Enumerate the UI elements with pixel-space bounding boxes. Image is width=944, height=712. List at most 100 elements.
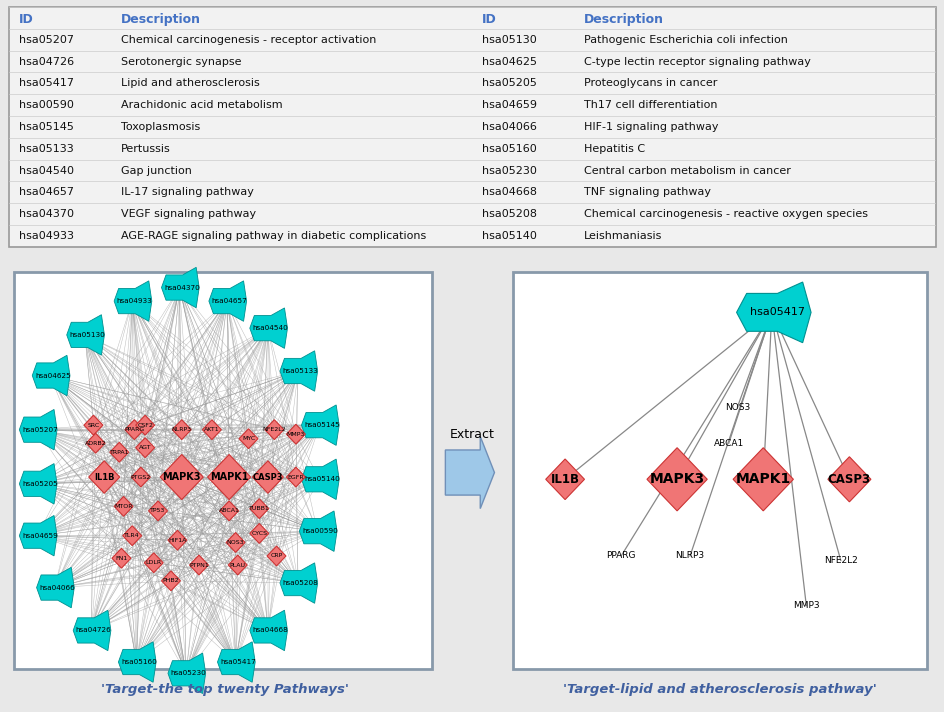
Text: ABCA1: ABCA1 bbox=[218, 508, 240, 513]
Polygon shape bbox=[168, 653, 206, 693]
Polygon shape bbox=[86, 434, 105, 453]
Text: hsa05417: hsa05417 bbox=[19, 78, 74, 88]
Text: MTOR: MTOR bbox=[114, 504, 133, 509]
Text: hsa04668: hsa04668 bbox=[481, 187, 536, 197]
Polygon shape bbox=[144, 553, 163, 572]
Text: Chemical carcinogenesis - receptor activation: Chemical carcinogenesis - receptor activ… bbox=[121, 35, 376, 45]
Text: MMP3: MMP3 bbox=[286, 431, 305, 436]
Text: ABCA1: ABCA1 bbox=[713, 439, 743, 448]
Polygon shape bbox=[161, 571, 180, 591]
Text: IL1B: IL1B bbox=[550, 473, 579, 486]
Polygon shape bbox=[161, 267, 199, 308]
Polygon shape bbox=[148, 501, 167, 520]
Text: Hepatitis C: Hepatitis C bbox=[583, 144, 644, 154]
Polygon shape bbox=[67, 315, 105, 355]
Text: hsa04659: hsa04659 bbox=[22, 533, 58, 539]
Text: hsa05207: hsa05207 bbox=[22, 426, 58, 433]
Polygon shape bbox=[168, 530, 187, 550]
Polygon shape bbox=[827, 456, 870, 502]
Bar bbox=[513, 272, 926, 669]
Text: Serotonergic synapse: Serotonergic synapse bbox=[121, 56, 241, 67]
Text: Proteoglycans in cancer: Proteoglycans in cancer bbox=[583, 78, 716, 88]
Bar bbox=[14, 272, 431, 669]
Text: ID: ID bbox=[481, 13, 496, 26]
Text: NLRP3: NLRP3 bbox=[172, 427, 192, 432]
Polygon shape bbox=[19, 409, 57, 450]
Text: MAPK3: MAPK3 bbox=[649, 472, 704, 486]
Text: VEGF signaling pathway: VEGF signaling pathway bbox=[121, 209, 256, 219]
Polygon shape bbox=[32, 355, 70, 396]
FancyArrow shape bbox=[445, 436, 494, 508]
Text: hsa05208: hsa05208 bbox=[481, 209, 536, 219]
Text: Arachidonic acid metabolism: Arachidonic acid metabolism bbox=[121, 100, 282, 110]
Text: Gap junction: Gap junction bbox=[121, 166, 192, 176]
Text: hsa05160: hsa05160 bbox=[121, 659, 157, 665]
Text: Description: Description bbox=[583, 13, 663, 26]
Polygon shape bbox=[118, 642, 156, 682]
Text: hsa04657: hsa04657 bbox=[211, 298, 247, 304]
Polygon shape bbox=[73, 610, 110, 651]
Text: PTGS2: PTGS2 bbox=[130, 474, 151, 480]
Text: hsa05130: hsa05130 bbox=[481, 35, 536, 45]
Polygon shape bbox=[19, 515, 57, 556]
Text: MAPK3: MAPK3 bbox=[162, 472, 201, 482]
Text: hsa00590: hsa00590 bbox=[302, 528, 337, 534]
Polygon shape bbox=[735, 282, 810, 342]
Text: hsa05133: hsa05133 bbox=[19, 144, 74, 154]
Text: Pathogenic Escherichia coli infection: Pathogenic Escherichia coli infection bbox=[583, 35, 786, 45]
Polygon shape bbox=[114, 281, 152, 321]
Text: LDLR: LDLR bbox=[145, 560, 161, 565]
Text: hsa05208: hsa05208 bbox=[282, 580, 318, 586]
Polygon shape bbox=[19, 464, 57, 504]
Text: IL1B: IL1B bbox=[93, 473, 114, 481]
Text: Central carbon metabolism in cancer: Central carbon metabolism in cancer bbox=[583, 166, 790, 176]
Text: hsa04933: hsa04933 bbox=[117, 298, 152, 304]
Polygon shape bbox=[267, 546, 286, 566]
Polygon shape bbox=[131, 467, 150, 487]
Polygon shape bbox=[172, 420, 191, 439]
Text: 'Target-lipid and atherosclerosis pathway': 'Target-lipid and atherosclerosis pathwa… bbox=[563, 683, 876, 696]
Text: AGE-RAGE signaling pathway in diabetic complications: AGE-RAGE signaling pathway in diabetic c… bbox=[121, 231, 426, 241]
Text: HIF1A: HIF1A bbox=[168, 538, 186, 543]
Text: NFE2L2: NFE2L2 bbox=[262, 427, 286, 432]
Polygon shape bbox=[125, 420, 143, 439]
Text: hsa04625: hsa04625 bbox=[481, 56, 536, 67]
Text: Th17 cell differentiation: Th17 cell differentiation bbox=[583, 100, 716, 110]
Text: hsa04370: hsa04370 bbox=[164, 285, 200, 290]
Polygon shape bbox=[301, 405, 339, 446]
Polygon shape bbox=[299, 511, 337, 551]
Text: ID: ID bbox=[19, 13, 33, 26]
Text: TUBB1: TUBB1 bbox=[248, 506, 269, 511]
Text: AKT1: AKT1 bbox=[204, 427, 219, 432]
Text: hsa05230: hsa05230 bbox=[171, 670, 206, 676]
Polygon shape bbox=[545, 459, 584, 500]
Text: Pertussis: Pertussis bbox=[121, 144, 170, 154]
Text: hsa05160: hsa05160 bbox=[481, 144, 536, 154]
Text: hsa05145: hsa05145 bbox=[304, 422, 340, 428]
Text: ADRB2: ADRB2 bbox=[85, 441, 107, 446]
Text: CRP: CRP bbox=[270, 553, 282, 558]
Polygon shape bbox=[249, 498, 268, 518]
Text: TLR4: TLR4 bbox=[125, 533, 140, 538]
Text: hsa04370: hsa04370 bbox=[19, 209, 74, 219]
Text: hsa05130: hsa05130 bbox=[69, 332, 105, 338]
Polygon shape bbox=[84, 415, 103, 435]
Text: Description: Description bbox=[121, 13, 200, 26]
Text: hsa05417: hsa05417 bbox=[220, 659, 256, 665]
Text: hsa05145: hsa05145 bbox=[19, 122, 74, 132]
Text: NOS3: NOS3 bbox=[227, 540, 244, 545]
Text: hsa04540: hsa04540 bbox=[19, 166, 74, 176]
Polygon shape bbox=[208, 454, 250, 500]
Polygon shape bbox=[249, 523, 268, 543]
Text: PTPN1: PTPN1 bbox=[189, 562, 209, 567]
Polygon shape bbox=[252, 461, 283, 493]
Text: FN1: FN1 bbox=[115, 556, 127, 561]
Text: HIF-1 signaling pathway: HIF-1 signaling pathway bbox=[583, 122, 717, 132]
Text: 'Target-the top twenty Pathways': 'Target-the top twenty Pathways' bbox=[101, 683, 348, 696]
Polygon shape bbox=[37, 567, 75, 608]
Text: Extract: Extract bbox=[449, 428, 495, 441]
Text: hsa04066: hsa04066 bbox=[481, 122, 536, 132]
Text: hsa05140: hsa05140 bbox=[304, 476, 340, 482]
Text: PPARG: PPARG bbox=[124, 427, 144, 432]
Text: Lipid and atherosclerosis: Lipid and atherosclerosis bbox=[121, 78, 259, 88]
